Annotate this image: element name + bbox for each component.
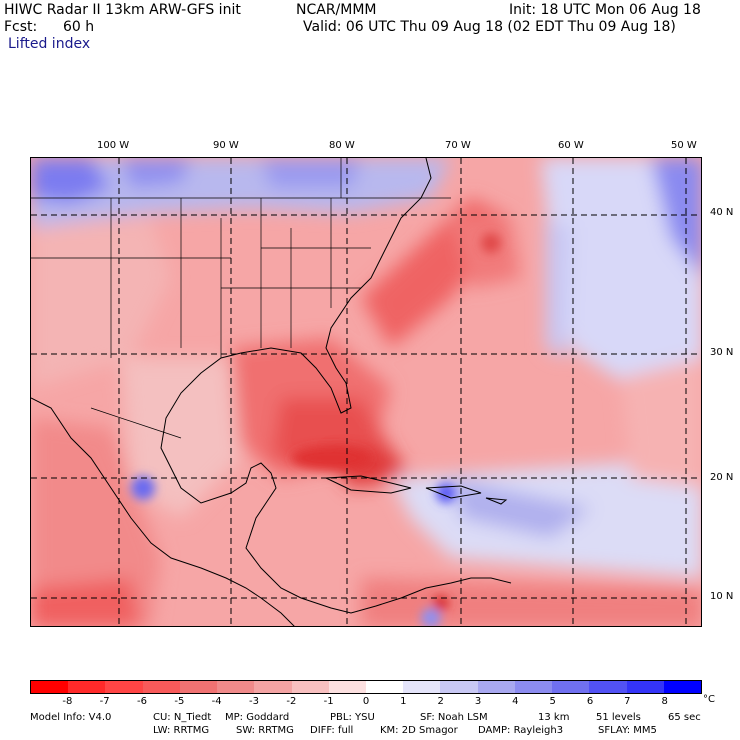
organization: NCAR/MMM — [296, 2, 377, 18]
diffusion-option: DIFF: full — [310, 725, 354, 736]
forecast-hour: 60 h — [63, 19, 95, 35]
political-borders — [31, 158, 451, 439]
microphysics-scheme: MP: Goddard — [225, 712, 290, 723]
colorbar-unit: °C — [703, 694, 715, 705]
colorbar-tick-label: 2 — [437, 696, 444, 707]
lat-label-10n: 10 N — [710, 591, 734, 602]
forecast-label: Fcst: — [4, 19, 38, 35]
colorbar-swatch — [365, 681, 404, 693]
map-canvas — [31, 158, 701, 626]
shortwave-scheme: SW: RRTMG — [236, 725, 294, 736]
colorbar-tick-label: 4 — [512, 696, 519, 707]
lon-label-100w: 100 W — [97, 140, 130, 151]
lon-label-80w: 80 W — [329, 140, 355, 151]
cumulus-scheme: CU: N_Tiedt — [153, 712, 212, 723]
colorbar-swatch — [254, 681, 292, 693]
colorbar-tick-label: 7 — [624, 696, 631, 707]
colorbar-tick-label: -7 — [99, 696, 110, 707]
colorbar-swatch — [626, 681, 664, 693]
colorbar-swatch — [552, 681, 590, 693]
pbl-scheme: PBL: YSU — [330, 712, 375, 723]
product-title: HIWC Radar II 13km ARW-GFS init — [4, 2, 241, 18]
colorbar-swatch — [31, 681, 69, 693]
lon-label-50w: 50 W — [671, 140, 697, 151]
colorbar-swatch — [291, 681, 329, 693]
colorbar-tick-label: -3 — [249, 696, 259, 707]
lat-label-40n: 40 N — [710, 207, 734, 218]
colorbar-swatch — [477, 681, 515, 693]
lon-label-70w: 70 W — [445, 140, 471, 151]
colorbar-tick-label: 8 — [661, 696, 668, 707]
lat-label-30n: 30 N — [710, 347, 734, 358]
colorbar-swatch — [403, 681, 441, 693]
init-time: Init: 18 UTC Mon 06 Aug 18 — [509, 2, 701, 18]
surface-scheme: SF: Noah LSM — [420, 712, 488, 723]
colorbar-swatch — [440, 681, 478, 693]
colorbar-swatch — [179, 681, 218, 693]
lon-label-90w: 90 W — [213, 140, 239, 151]
colorbar-tick-label: -2 — [286, 696, 297, 707]
colorbar-swatch — [105, 681, 143, 693]
longwave-scheme: LW: RRTMG — [153, 725, 210, 736]
latlon-grid — [31, 158, 701, 626]
colorbar-tick-label: 1 — [400, 696, 407, 707]
timestep: 65 sec — [668, 712, 701, 723]
colorbar — [30, 680, 702, 694]
valid-time: Valid: 06 UTC Thu 09 Aug 18 (02 EDT Thu … — [303, 19, 676, 35]
damping-option: DAMP: Rayleigh3 — [478, 725, 564, 736]
colorbar-tick-label: 3 — [474, 696, 482, 707]
colorbar-tick-label: -5 — [174, 696, 185, 707]
eddy-coefficient-option: KM: 2D Smagor — [380, 725, 458, 736]
model-info: Model Info: V4.0 — [30, 712, 112, 723]
coastlines — [31, 158, 512, 626]
colorbar-swatch — [514, 681, 553, 693]
colorbar-swatch — [142, 681, 180, 693]
colorbar-tick-label: -6 — [137, 696, 147, 707]
field-name: Lifted index — [8, 36, 91, 52]
colorbar-tick-label: -1 — [323, 696, 334, 707]
colorbar-swatch — [217, 681, 255, 693]
field-shading — [31, 158, 701, 626]
colorbar-swatch — [328, 681, 366, 693]
vertical-levels: 51 levels — [596, 712, 641, 723]
colorbar-swatch — [663, 681, 701, 693]
colorbar-tick-label: 6 — [586, 696, 594, 707]
lat-label-20n: 20 N — [710, 472, 734, 483]
lifted-index-map — [30, 157, 702, 627]
grid-spacing: 13 km — [538, 712, 570, 723]
surface-layer-option: SFLAY: MM5 — [598, 725, 657, 736]
lon-label-60w: 60 W — [558, 140, 584, 151]
colorbar-swatch — [589, 681, 627, 693]
colorbar-swatch — [68, 681, 106, 693]
colorbar-tick-label: 5 — [549, 696, 556, 707]
colorbar-tick-label: -4 — [211, 696, 222, 707]
colorbar-tick-label: -8 — [62, 696, 73, 707]
colorbar-tick-label: 0 — [362, 696, 370, 707]
